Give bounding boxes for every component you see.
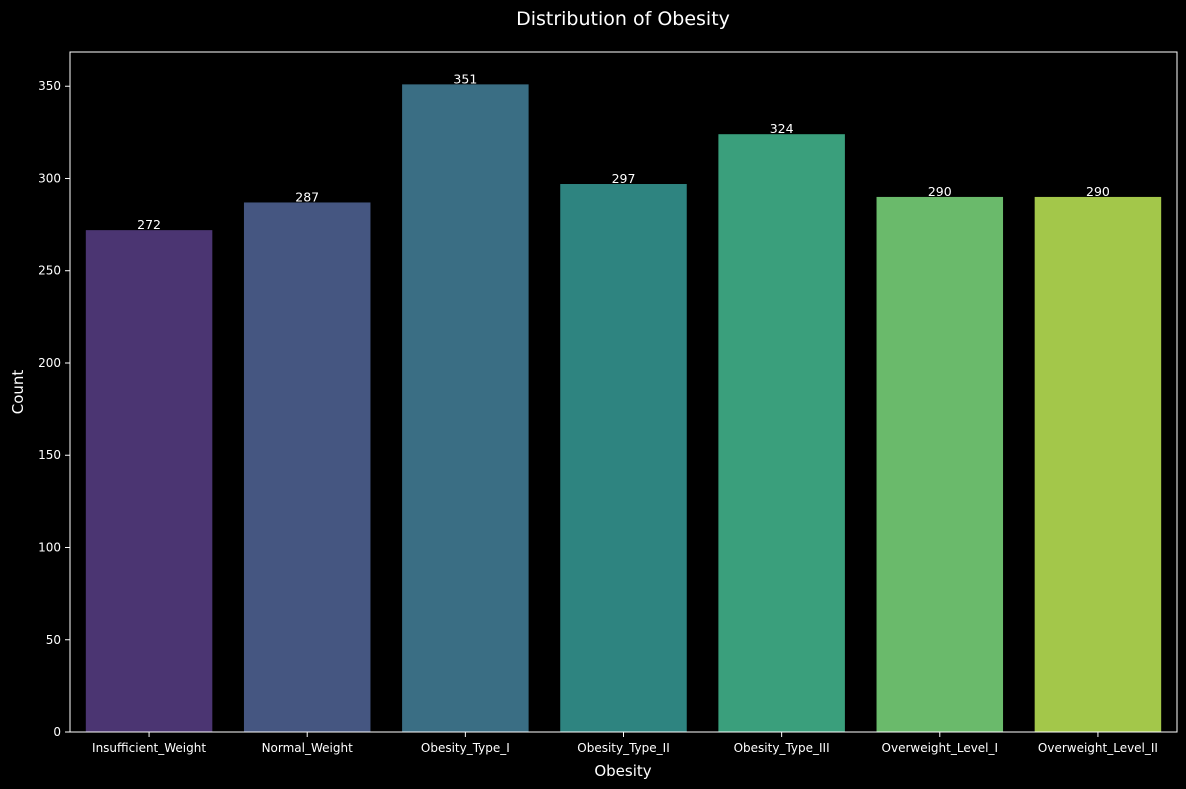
bar-value-label: 324: [770, 121, 794, 136]
y-axis: 0 50 100 150 200 250 300 350: [38, 79, 70, 739]
x-tick-label: Overweight_Level_I: [882, 741, 999, 755]
bar-obesity-type-ii: [560, 184, 687, 732]
bar-overweight-level-ii: [1034, 196, 1162, 732]
bar-obesity-type-i: [402, 84, 529, 732]
x-tick-label: Obesity_Type_III: [734, 741, 830, 755]
bar-value-label: 297: [612, 171, 636, 186]
bar-value-label: 351: [453, 71, 477, 86]
bar-overweight-level-i: [876, 196, 1004, 732]
y-tick-label: 100: [38, 540, 61, 554]
x-tick-label: Normal_Weight: [262, 741, 354, 755]
y-tick-label: 50: [46, 633, 61, 647]
y-tick-label: 150: [38, 448, 61, 462]
x-tick-label: Obesity_Type_II: [577, 741, 669, 755]
bar-value-label: 287: [295, 189, 319, 204]
y-tick-label: 350: [38, 79, 61, 93]
x-axis: Insufficient_Weight Normal_Weight Obesity_…: [92, 732, 1158, 755]
y-tick-label: 300: [38, 171, 61, 185]
bar-value-label: 290: [928, 184, 952, 199]
y-tick-label: 250: [38, 264, 61, 278]
x-axis-title: Obesity: [594, 762, 651, 780]
x-tick-label: Overweight_Level_II: [1038, 741, 1158, 755]
bar-labels-layer: 272 287 351 297 324 290 290: [137, 71, 1110, 232]
bars-layer: [85, 84, 1162, 733]
x-tick-label: Obesity_Type_I: [421, 741, 510, 755]
bar-value-label: 290: [1086, 184, 1110, 199]
bar-value-label: 272: [137, 217, 161, 232]
bar-obesity-type-iii: [718, 134, 845, 732]
y-tick-label: 200: [38, 356, 61, 370]
x-tick-label: Insufficient_Weight: [92, 741, 206, 755]
chart-title: Distribution of Obesity: [516, 8, 730, 30]
bar-normal-weight: [243, 202, 371, 733]
y-axis-title: Count: [9, 370, 27, 415]
bar-insufficient-weight: [85, 230, 213, 732]
y-tick-label: 0: [53, 725, 61, 739]
